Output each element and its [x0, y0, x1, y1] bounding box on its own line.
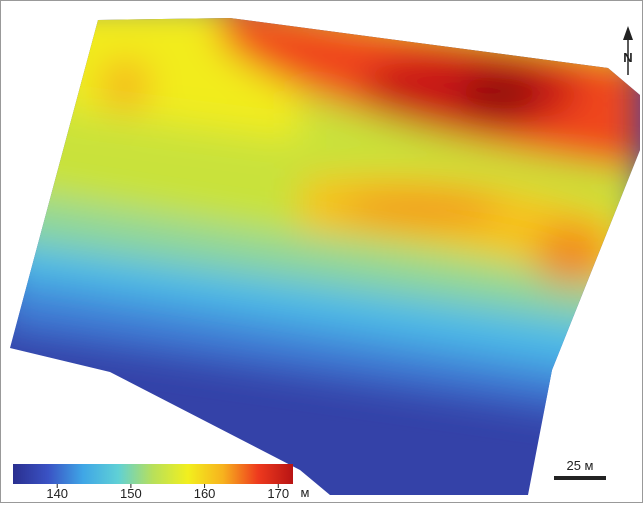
north-label: N — [623, 50, 632, 65]
scale-bar: 25 м — [554, 458, 606, 480]
tick-label: 170 — [267, 486, 289, 501]
unit-label: м — [301, 485, 310, 500]
scale-bar-line — [554, 476, 606, 480]
tick-label: 160 — [194, 486, 216, 501]
scale-label: 25 м — [566, 458, 593, 473]
north-arrow: N — [623, 26, 633, 75]
tick-label: 140 — [46, 486, 68, 501]
north-arrow-head — [623, 26, 633, 40]
tick-label: 150 — [120, 486, 142, 501]
color-bar — [13, 464, 293, 484]
